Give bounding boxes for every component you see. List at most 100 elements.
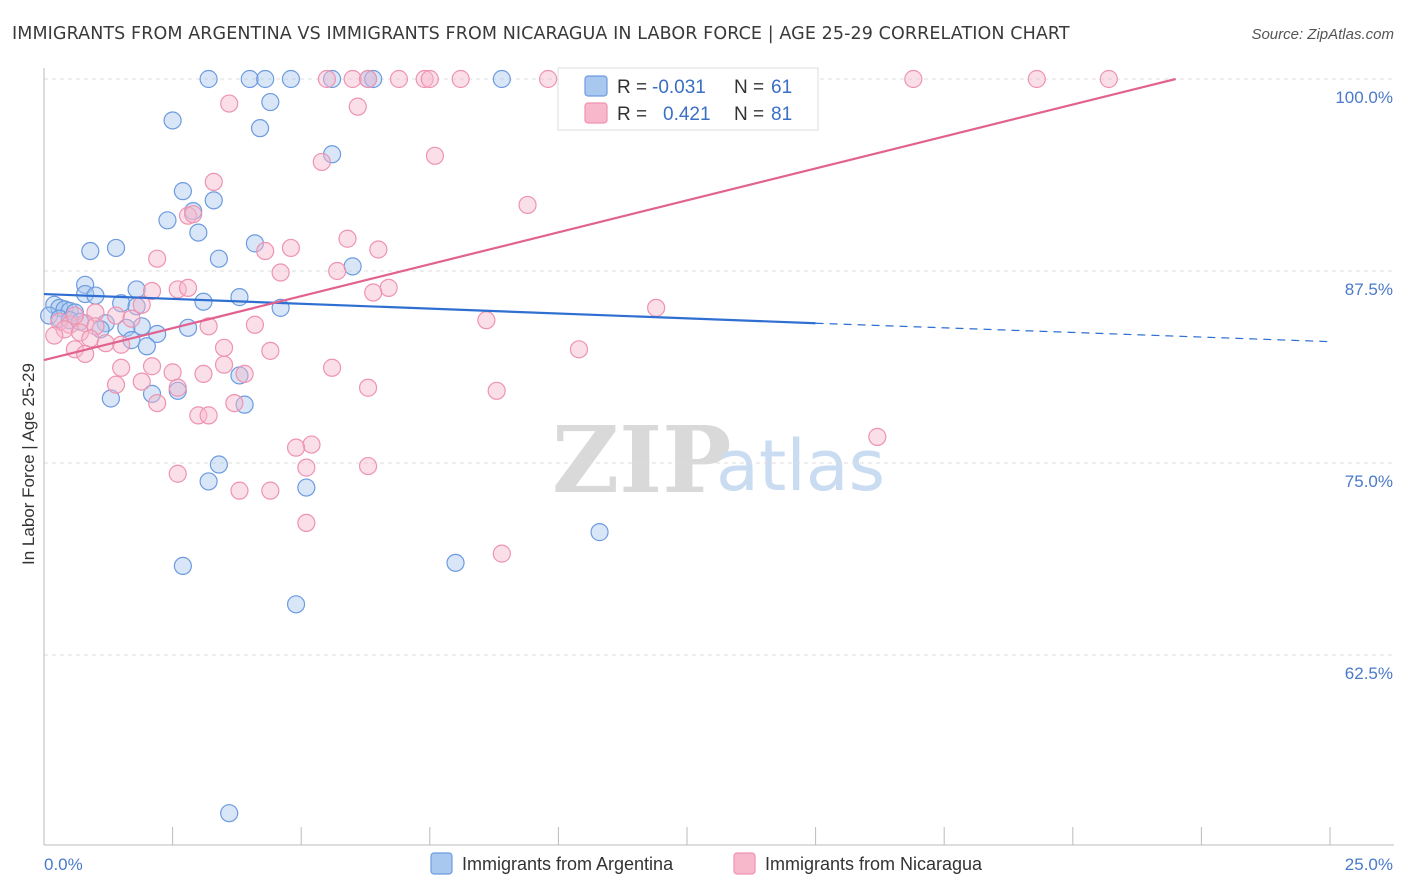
argentina-point xyxy=(245,234,265,253)
nicaragua-point xyxy=(163,363,182,382)
nicaragua-point xyxy=(256,241,275,261)
nicaragua-point xyxy=(45,326,64,345)
nicaragua-point xyxy=(539,69,558,89)
nicaragua-point xyxy=(112,358,131,377)
nicaragua-point xyxy=(868,427,887,446)
nicaragua-point xyxy=(343,69,362,89)
nicaragua-point xyxy=(358,456,378,476)
bottom-legend-swatch-argentina xyxy=(430,852,453,875)
nicaragua-point xyxy=(1027,69,1046,89)
nicaragua-point xyxy=(214,338,234,357)
nicaragua-point xyxy=(297,513,316,533)
y-tick-label: 87.5% xyxy=(1345,280,1393,299)
argentina-point xyxy=(189,223,208,242)
series-legend: Immigrants from Argentina Immigrants fro… xyxy=(430,852,983,875)
y-axis-label: In Labor Force | Age 25-29 xyxy=(19,363,38,565)
nicaragua-point xyxy=(189,406,208,425)
bottom-legend-swatch-nicaragua xyxy=(733,852,756,875)
argentina-point xyxy=(199,472,218,491)
nicaragua-point xyxy=(518,195,537,215)
argentina-point xyxy=(281,69,301,89)
nicaragua-point xyxy=(364,283,383,302)
watermark: ZIP atlas xyxy=(552,406,885,514)
nicaragua-point xyxy=(81,329,100,348)
argentina-point xyxy=(297,478,316,497)
nicaragua-point xyxy=(492,544,511,563)
nicaragua-point xyxy=(358,378,378,397)
nicaragua-point xyxy=(194,364,213,384)
nicaragua-point xyxy=(199,406,218,425)
nicaragua-point xyxy=(1099,69,1118,89)
correlation-legend: R = -0.031 N = 61 R = 0.421 N = 81 xyxy=(557,67,819,131)
legend-r-value-nicaragua: 0.421 xyxy=(663,104,711,125)
argentina-point xyxy=(40,306,59,325)
argentina-point xyxy=(446,553,465,572)
argentina-point xyxy=(492,69,511,89)
argentina-point xyxy=(240,69,259,89)
argentina-point xyxy=(590,523,609,542)
bottom-legend-label-nicaragua: Immigrants from Nicaragua xyxy=(765,854,983,874)
legend-n-value-argentina: 61 xyxy=(771,77,792,98)
nicaragua-point xyxy=(142,357,162,376)
x-tick-label: 0.0% xyxy=(44,855,83,874)
nicaragua-point xyxy=(261,341,280,360)
argentina-points xyxy=(40,69,609,823)
nicaragua-point xyxy=(214,355,234,374)
watermark-zip: ZIP xyxy=(552,406,731,514)
nicaragua-point xyxy=(487,381,506,400)
nicaragua-point xyxy=(245,315,265,334)
argentina-point xyxy=(322,145,342,164)
y-tick-labels: 100.0% 87.5% 75.0% 62.5% xyxy=(1335,88,1393,683)
argentina-point xyxy=(343,257,362,276)
argentina-point xyxy=(256,69,275,89)
argentina-point xyxy=(91,320,110,339)
bottom-legend-label-argentina: Immigrants from Argentina xyxy=(462,854,674,874)
nicaragua-point xyxy=(106,306,126,325)
nicaragua-point xyxy=(168,464,187,483)
argentina-point xyxy=(261,92,280,112)
legend-swatch-argentina xyxy=(584,75,608,97)
legend-r-label-nicaragua: R = xyxy=(617,104,647,125)
nicaragua-point xyxy=(199,317,218,336)
watermark-atlas: atlas xyxy=(716,425,885,507)
nicaragua-point xyxy=(348,97,367,116)
argentina-point xyxy=(364,69,383,89)
axes xyxy=(43,68,1394,846)
argentina-point xyxy=(45,295,64,314)
nicaragua-point xyxy=(302,435,321,454)
nicaragua-point xyxy=(312,152,331,172)
nicaragua-point xyxy=(904,69,923,89)
legend-n-value-nicaragua: 81 xyxy=(771,104,792,125)
argentina-point xyxy=(101,389,120,408)
argentina-trend-extension xyxy=(815,322,1331,343)
nicaragua-point xyxy=(106,375,126,394)
argentina-trend-line xyxy=(43,292,816,325)
nicaragua-point xyxy=(271,263,290,282)
nicaragua-trend-line xyxy=(43,77,1176,362)
nicaragua-point xyxy=(415,69,434,89)
nicaragua-point xyxy=(178,278,198,297)
nicaragua-point xyxy=(358,69,378,89)
argentina-point xyxy=(106,238,126,258)
nicaragua-point xyxy=(235,364,254,384)
legend-n-label-nicaragua: N = xyxy=(734,104,764,125)
nicaragua-point xyxy=(451,69,470,89)
argentina-point xyxy=(209,249,228,268)
nicaragua-point xyxy=(647,298,666,317)
nicaragua-point xyxy=(204,172,223,192)
nicaragua-point xyxy=(261,481,280,500)
nicaragua-point xyxy=(338,229,357,248)
legend-r-label-argentina: R = xyxy=(617,77,647,98)
nicaragua-point xyxy=(142,281,162,301)
argentina-point xyxy=(194,292,213,311)
nicaragua-point xyxy=(55,320,74,339)
argentina-point xyxy=(142,384,162,403)
nicaragua-point xyxy=(132,295,151,314)
nicaragua-point xyxy=(70,323,90,342)
nicaragua-point xyxy=(132,372,151,391)
argentina-point xyxy=(220,804,239,823)
nicaragua-point xyxy=(322,358,342,377)
argentina-point xyxy=(286,595,306,614)
legend-n-label-argentina: N = xyxy=(734,77,764,98)
